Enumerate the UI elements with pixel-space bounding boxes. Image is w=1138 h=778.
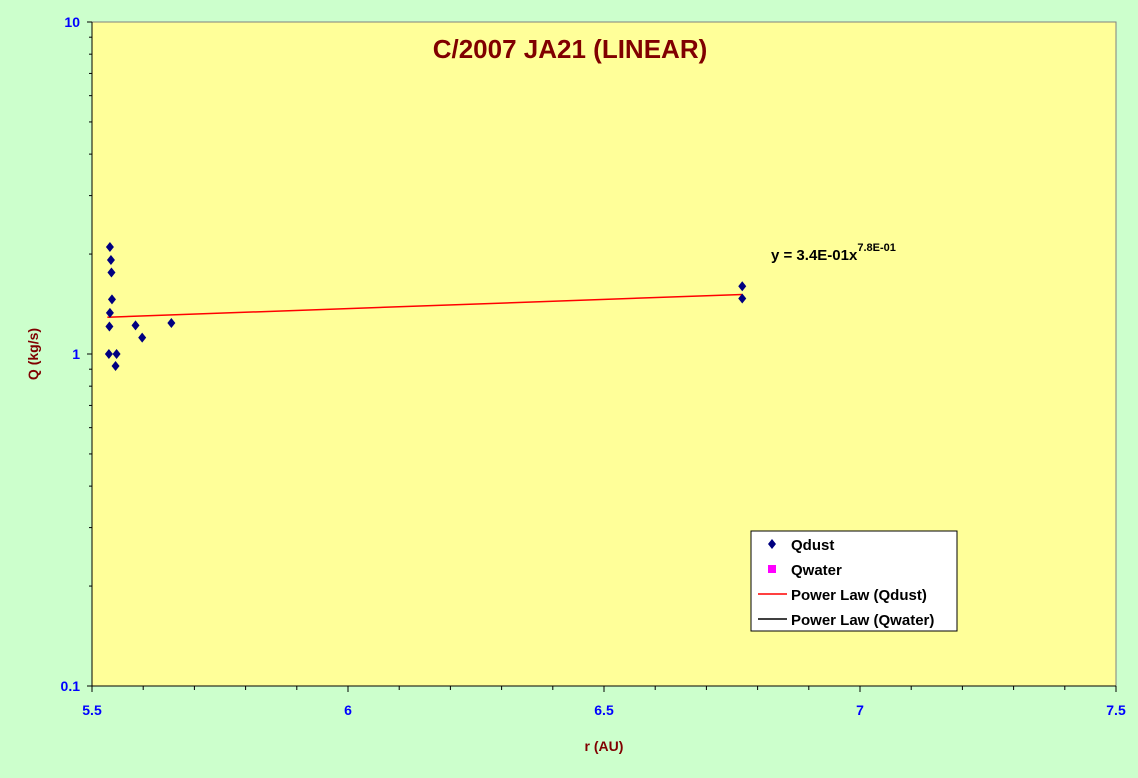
data-points [104, 242, 747, 372]
qdust-point [107, 294, 116, 305]
chart-title: C/2007 JA21 (LINEAR) [433, 34, 708, 64]
qdust-point [138, 332, 147, 343]
trendline-qdust [107, 293, 743, 318]
qdust-point [104, 349, 113, 359]
legend: Qdust Qwater Power Law (Qdust) Power Law… [750, 530, 958, 632]
plot-area [91, 21, 1117, 687]
legend-label-qdust: Qdust [791, 537, 834, 554]
qdust-point [105, 307, 114, 318]
x-tick-label: 7 [856, 702, 864, 718]
trendline-equation-exponent: 7.8E-01 [857, 242, 896, 254]
trendline-equation-base: y = 3.4E-01x [771, 247, 858, 264]
qdust-point [107, 267, 116, 278]
qdust-point [131, 320, 140, 331]
y-tick-labels: 0.1 1 10 [61, 14, 81, 694]
y-tick-label: 10 [64, 14, 80, 30]
legend-label-qwater: Qwater [791, 562, 842, 579]
y-axis-title: Q (kg/s) [25, 328, 41, 380]
x-tick-label: 6 [344, 702, 352, 718]
x-tick-label: 6.5 [594, 702, 614, 718]
legend-marker-qdust [768, 539, 776, 549]
x-tick-label: 7.5 [1106, 702, 1126, 718]
qdust-point [105, 321, 114, 332]
x-minor-ticks [91, 686, 1117, 692]
y-tick-label: 1 [72, 346, 80, 362]
legend-marker-qwater [768, 565, 776, 573]
legend-label-power-law-qdust: Power Law (Qdust) [791, 587, 927, 604]
qdust-point [106, 254, 115, 265]
legend-label-power-law-qwater: Power Law (Qwater) [791, 612, 934, 629]
qdust-point [167, 317, 176, 328]
qdust-point [738, 293, 747, 304]
y-minor-ticks [87, 21, 92, 687]
qdust-point [105, 242, 114, 253]
qdust-point [738, 281, 747, 292]
x-tick-label: 5.5 [82, 702, 102, 718]
x-axis-title: r (AU) [585, 738, 624, 754]
trendline-equation: y = 3.4E-01x7.8E-01 [771, 242, 896, 264]
x-tick-labels: 5.5 6 6.5 7 7.5 [82, 702, 1126, 718]
y-tick-label: 0.1 [61, 678, 81, 694]
qdust-point [112, 349, 121, 359]
qdust-point [111, 361, 120, 372]
legend-box [750, 530, 958, 632]
